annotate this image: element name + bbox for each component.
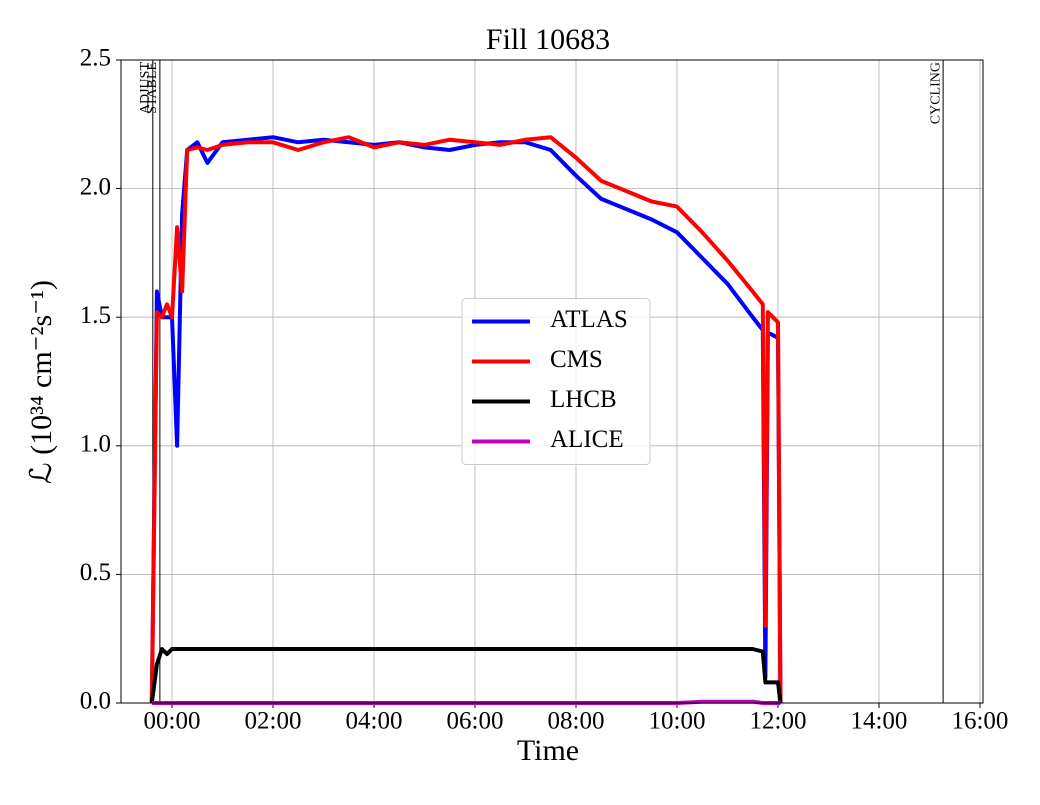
x-tick-label: 08:00 (548, 708, 605, 735)
x-tick-label: 02:00 (245, 708, 302, 735)
legend-label: LHCB (550, 386, 617, 413)
marker-label: CYCLING (928, 62, 943, 124)
y-tick-label: 2.0 (80, 173, 111, 200)
y-tick-label: 2.5 (80, 45, 111, 72)
marker-label: ADJUST (138, 62, 153, 115)
y-tick-label: 1.5 (80, 302, 111, 329)
legend-label: CMS (550, 346, 603, 373)
y-tick-label: 0.0 (80, 688, 111, 715)
legend-box (461, 298, 651, 465)
y-tick-label: 1.0 (80, 431, 111, 458)
x-tick-label: 14:00 (850, 708, 907, 735)
legend-label: ATLAS (550, 306, 628, 333)
x-tick-label: 06:00 (447, 708, 504, 735)
series-line (149, 135, 783, 704)
y-axis-label: ℒ (10³⁴ cm⁻²s⁻¹) (25, 280, 58, 484)
x-tick-label: 12:00 (750, 708, 807, 735)
x-tick-label: 00:00 (144, 708, 201, 735)
marker-label: STABLE (145, 62, 160, 114)
plot-frame (120, 59, 984, 704)
chart-title: Fill 10683 (486, 23, 610, 56)
x-tick-label: 10:00 (649, 708, 706, 735)
x-tick-label: 16:00 (951, 708, 1008, 735)
x-axis-label: Time (517, 734, 579, 767)
series-line (149, 135, 783, 704)
series-line (149, 647, 783, 704)
legend-label: ALICE (550, 426, 624, 453)
x-tick-label: 04:00 (346, 708, 403, 735)
y-tick-label: 0.5 (80, 559, 111, 586)
